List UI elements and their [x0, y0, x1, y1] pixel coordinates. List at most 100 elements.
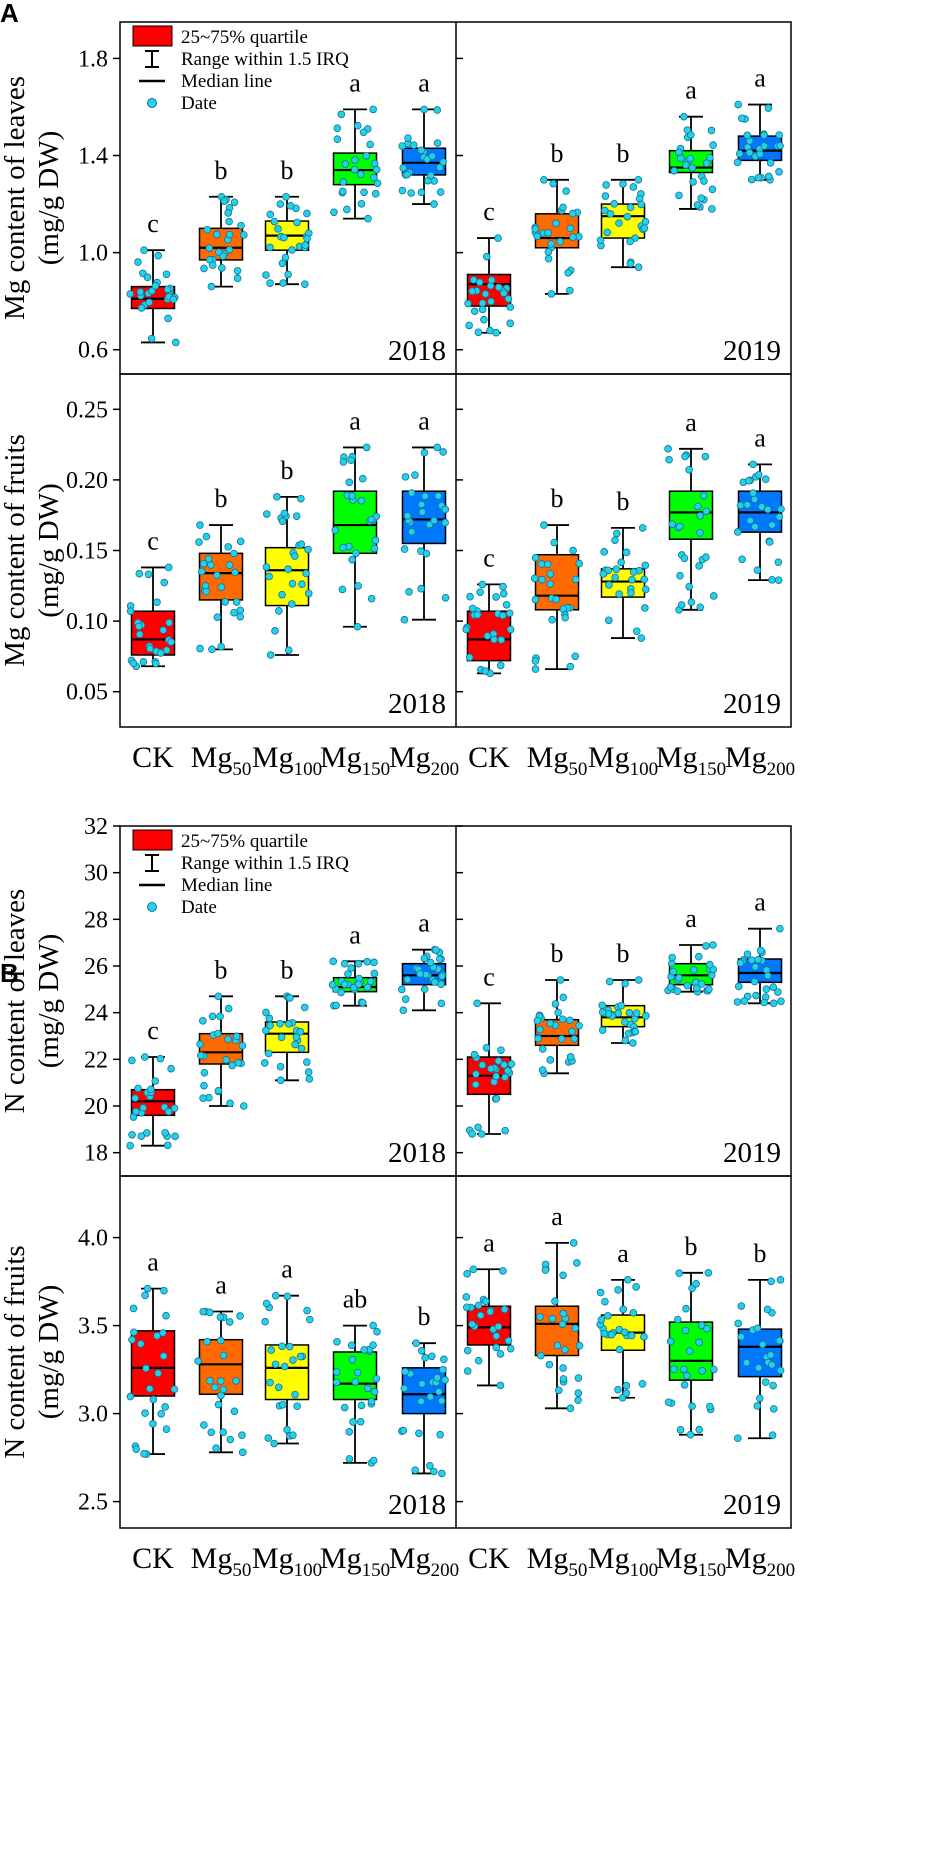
data-point — [421, 1353, 429, 1362]
data-point — [438, 1366, 447, 1374]
data-point — [507, 1060, 516, 1068]
data-point — [628, 575, 636, 584]
data-point — [627, 1331, 636, 1340]
data-point — [504, 1336, 513, 1345]
data-point — [675, 1269, 684, 1278]
data-point — [433, 106, 442, 114]
data-point — [615, 590, 623, 598]
data-point — [333, 124, 342, 132]
y-axis-title: Mg content of fruits — [0, 434, 31, 667]
data-point — [339, 458, 348, 466]
box-Mg50: b — [533, 939, 583, 1078]
data-point — [473, 999, 481, 1008]
data-point — [695, 562, 703, 570]
data-point — [615, 1345, 624, 1354]
data-point — [503, 1066, 512, 1075]
data-point — [284, 270, 292, 279]
legend-box-swatch — [132, 25, 173, 47]
data-point — [140, 1450, 148, 1458]
data-point — [697, 1321, 706, 1330]
y-tick-label: 4.0 — [78, 1226, 108, 1252]
data-point — [340, 959, 349, 968]
data-point — [481, 667, 490, 675]
data-point — [153, 598, 161, 606]
data-point — [434, 492, 443, 500]
data-point — [774, 558, 783, 566]
data-point — [132, 1107, 140, 1116]
data-point — [696, 529, 704, 537]
data-point — [709, 592, 718, 600]
data-point — [546, 580, 555, 588]
data-point — [612, 565, 621, 573]
data-point — [600, 1329, 609, 1338]
box-Mg200: a — [397, 909, 447, 1015]
data-point — [262, 1008, 270, 1017]
data-point — [267, 1346, 275, 1354]
data-point — [403, 975, 412, 984]
data-point — [340, 1403, 349, 1412]
data-point — [230, 549, 238, 558]
data-point — [638, 524, 647, 532]
data-point — [172, 338, 180, 347]
data-point — [566, 1404, 575, 1413]
data-point — [569, 1239, 578, 1247]
data-point — [598, 1026, 607, 1035]
data-point — [769, 1381, 777, 1390]
box-CK: c — [126, 209, 180, 347]
data-point — [670, 167, 679, 175]
significance-letter: a — [685, 408, 697, 437]
data-point — [768, 576, 776, 584]
data-point — [369, 1456, 378, 1465]
data-point — [129, 659, 138, 668]
data-point — [337, 110, 346, 119]
box-Mg200: a — [400, 406, 450, 624]
data-point — [369, 105, 377, 114]
data-point — [305, 1075, 314, 1083]
data-point — [356, 1417, 365, 1426]
y-axis-unit: (mg/g DW) — [33, 1285, 65, 1420]
chart-1: 0.6 1.0 1.4 1.8 Mg content of leaves (mg/g DW… — [0, 21, 792, 375]
data-point — [266, 279, 274, 287]
data-point — [197, 567, 206, 576]
data-point — [754, 471, 763, 479]
data-point — [463, 1346, 472, 1355]
data-point — [738, 555, 746, 564]
data-point — [237, 221, 245, 230]
data-point — [600, 548, 609, 556]
data-point — [496, 661, 505, 670]
data-point — [427, 171, 435, 180]
data-point — [430, 516, 438, 525]
data-point — [200, 1068, 209, 1077]
data-point — [411, 471, 419, 479]
data-point — [702, 942, 710, 950]
data-point — [702, 159, 711, 168]
data-point — [462, 1303, 471, 1312]
significance-letter: ab — [343, 1285, 368, 1314]
data-point — [171, 1132, 179, 1141]
data-point — [146, 644, 154, 653]
data-point — [566, 224, 575, 233]
data-point — [152, 659, 160, 668]
y-tick-label: 1.8 — [78, 46, 108, 72]
data-point — [474, 1301, 483, 1310]
data-point — [400, 1384, 409, 1393]
data-point — [749, 460, 757, 469]
data-point — [664, 445, 672, 453]
significance-letter: a — [418, 68, 430, 97]
data-point — [301, 241, 310, 249]
data-point — [734, 100, 743, 109]
data-point — [690, 966, 698, 974]
data-point — [637, 634, 646, 642]
year-label: 2019 — [723, 335, 781, 367]
data-point — [694, 502, 702, 511]
data-point — [356, 170, 365, 179]
data-point — [139, 658, 148, 666]
data-point — [348, 492, 356, 500]
box-Mg50: a — [534, 1202, 584, 1413]
data-point — [304, 1068, 313, 1076]
significance-letter: a — [418, 406, 430, 435]
data-point — [703, 1324, 711, 1333]
data-point — [556, 976, 565, 984]
data-point — [426, 1462, 434, 1470]
data-point — [274, 225, 282, 233]
